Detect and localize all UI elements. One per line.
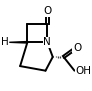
Polygon shape [9,42,27,43]
Text: H: H [1,37,8,47]
Text: N: N [43,37,51,47]
Text: O: O [73,43,81,53]
Text: O: O [43,6,51,16]
Text: OH: OH [75,66,91,76]
